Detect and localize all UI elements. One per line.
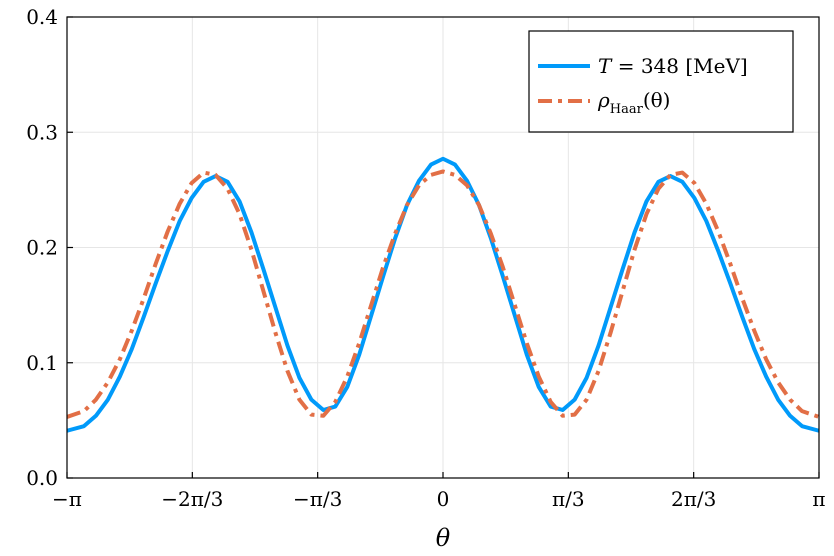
x-tick-label-5: 2π/3 [671, 487, 716, 511]
x-tick-label-4: π/3 [552, 487, 585, 511]
y-tick-label-3: 0.3 [26, 120, 58, 144]
y-tick-label-0: 0.0 [26, 466, 58, 490]
series-line-2 [66, 169, 820, 419]
y-tick-label-2: 0.2 [26, 236, 58, 260]
series-line-1 [66, 156, 820, 433]
x-tick-label-1: −2π/3 [161, 487, 223, 511]
y-tick-label-1: 0.1 [26, 351, 58, 375]
x-axis-title: θ [436, 524, 451, 552]
series-group [66, 156, 820, 433]
legend-box [528, 30, 794, 133]
legend-label-series-2: ρHaar(θ) [597, 88, 670, 117]
x-tick-label-3: 0 [437, 487, 450, 511]
x-tick-label-0: −π [52, 487, 82, 511]
legend: T = 348 [MeV] ρHaar(θ) [528, 30, 794, 133]
y-tick-label-4: 0.4 [26, 5, 58, 29]
y-ticks: 0.0 0.1 0.2 0.3 0.4 [26, 5, 73, 490]
x-tick-label-2: −π/3 [293, 487, 342, 511]
legend-label-series-1: T = 348 [MeV] [598, 54, 748, 78]
x-ticks: −π −2π/3 −π/3 0 π/3 2π/3 π [52, 472, 826, 511]
x-tick-label-6: π [812, 487, 825, 511]
